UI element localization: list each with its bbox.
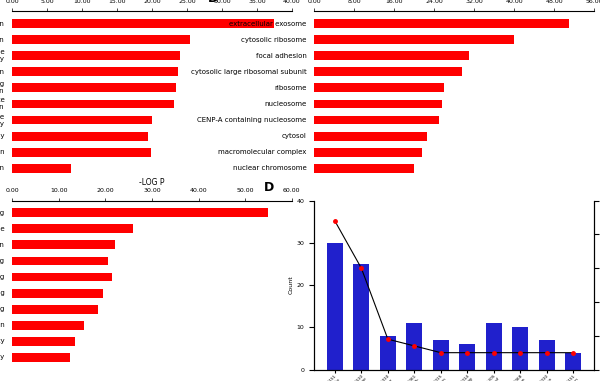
Bar bbox=[12, 35, 190, 44]
Bar bbox=[314, 148, 422, 157]
Bar bbox=[433, 340, 449, 370]
Bar bbox=[12, 224, 133, 233]
Bar bbox=[314, 51, 469, 60]
Bar bbox=[380, 336, 396, 370]
Bar bbox=[12, 305, 98, 314]
Bar bbox=[12, 337, 75, 346]
Bar bbox=[12, 321, 84, 330]
Bar bbox=[565, 353, 581, 370]
Bar bbox=[12, 208, 268, 217]
Bar bbox=[12, 256, 107, 266]
Bar bbox=[353, 264, 370, 370]
Bar bbox=[314, 115, 439, 125]
Text: B: B bbox=[208, 0, 217, 5]
Bar bbox=[12, 240, 115, 249]
Bar bbox=[12, 132, 148, 141]
Bar bbox=[486, 323, 502, 370]
Bar bbox=[406, 323, 422, 370]
Bar bbox=[314, 132, 427, 141]
Bar bbox=[12, 353, 70, 362]
Bar bbox=[314, 35, 514, 44]
Bar bbox=[12, 19, 274, 28]
Bar bbox=[327, 243, 343, 370]
Bar bbox=[314, 67, 461, 76]
Text: D: D bbox=[264, 181, 274, 194]
Bar bbox=[512, 327, 528, 370]
Bar bbox=[12, 148, 151, 157]
Bar bbox=[12, 289, 103, 298]
Bar bbox=[12, 99, 174, 108]
Bar bbox=[314, 19, 569, 28]
Bar bbox=[12, 164, 71, 173]
Bar bbox=[460, 344, 475, 370]
Bar bbox=[12, 67, 178, 76]
Bar bbox=[539, 340, 555, 370]
Bar bbox=[12, 115, 152, 125]
Bar bbox=[314, 83, 444, 92]
X-axis label: -LOG P: -LOG P bbox=[139, 178, 164, 187]
Bar bbox=[12, 51, 180, 60]
Y-axis label: Count: Count bbox=[289, 276, 294, 295]
Bar bbox=[12, 273, 112, 282]
Bar bbox=[12, 83, 176, 92]
Bar bbox=[314, 99, 442, 108]
Bar bbox=[314, 164, 414, 173]
